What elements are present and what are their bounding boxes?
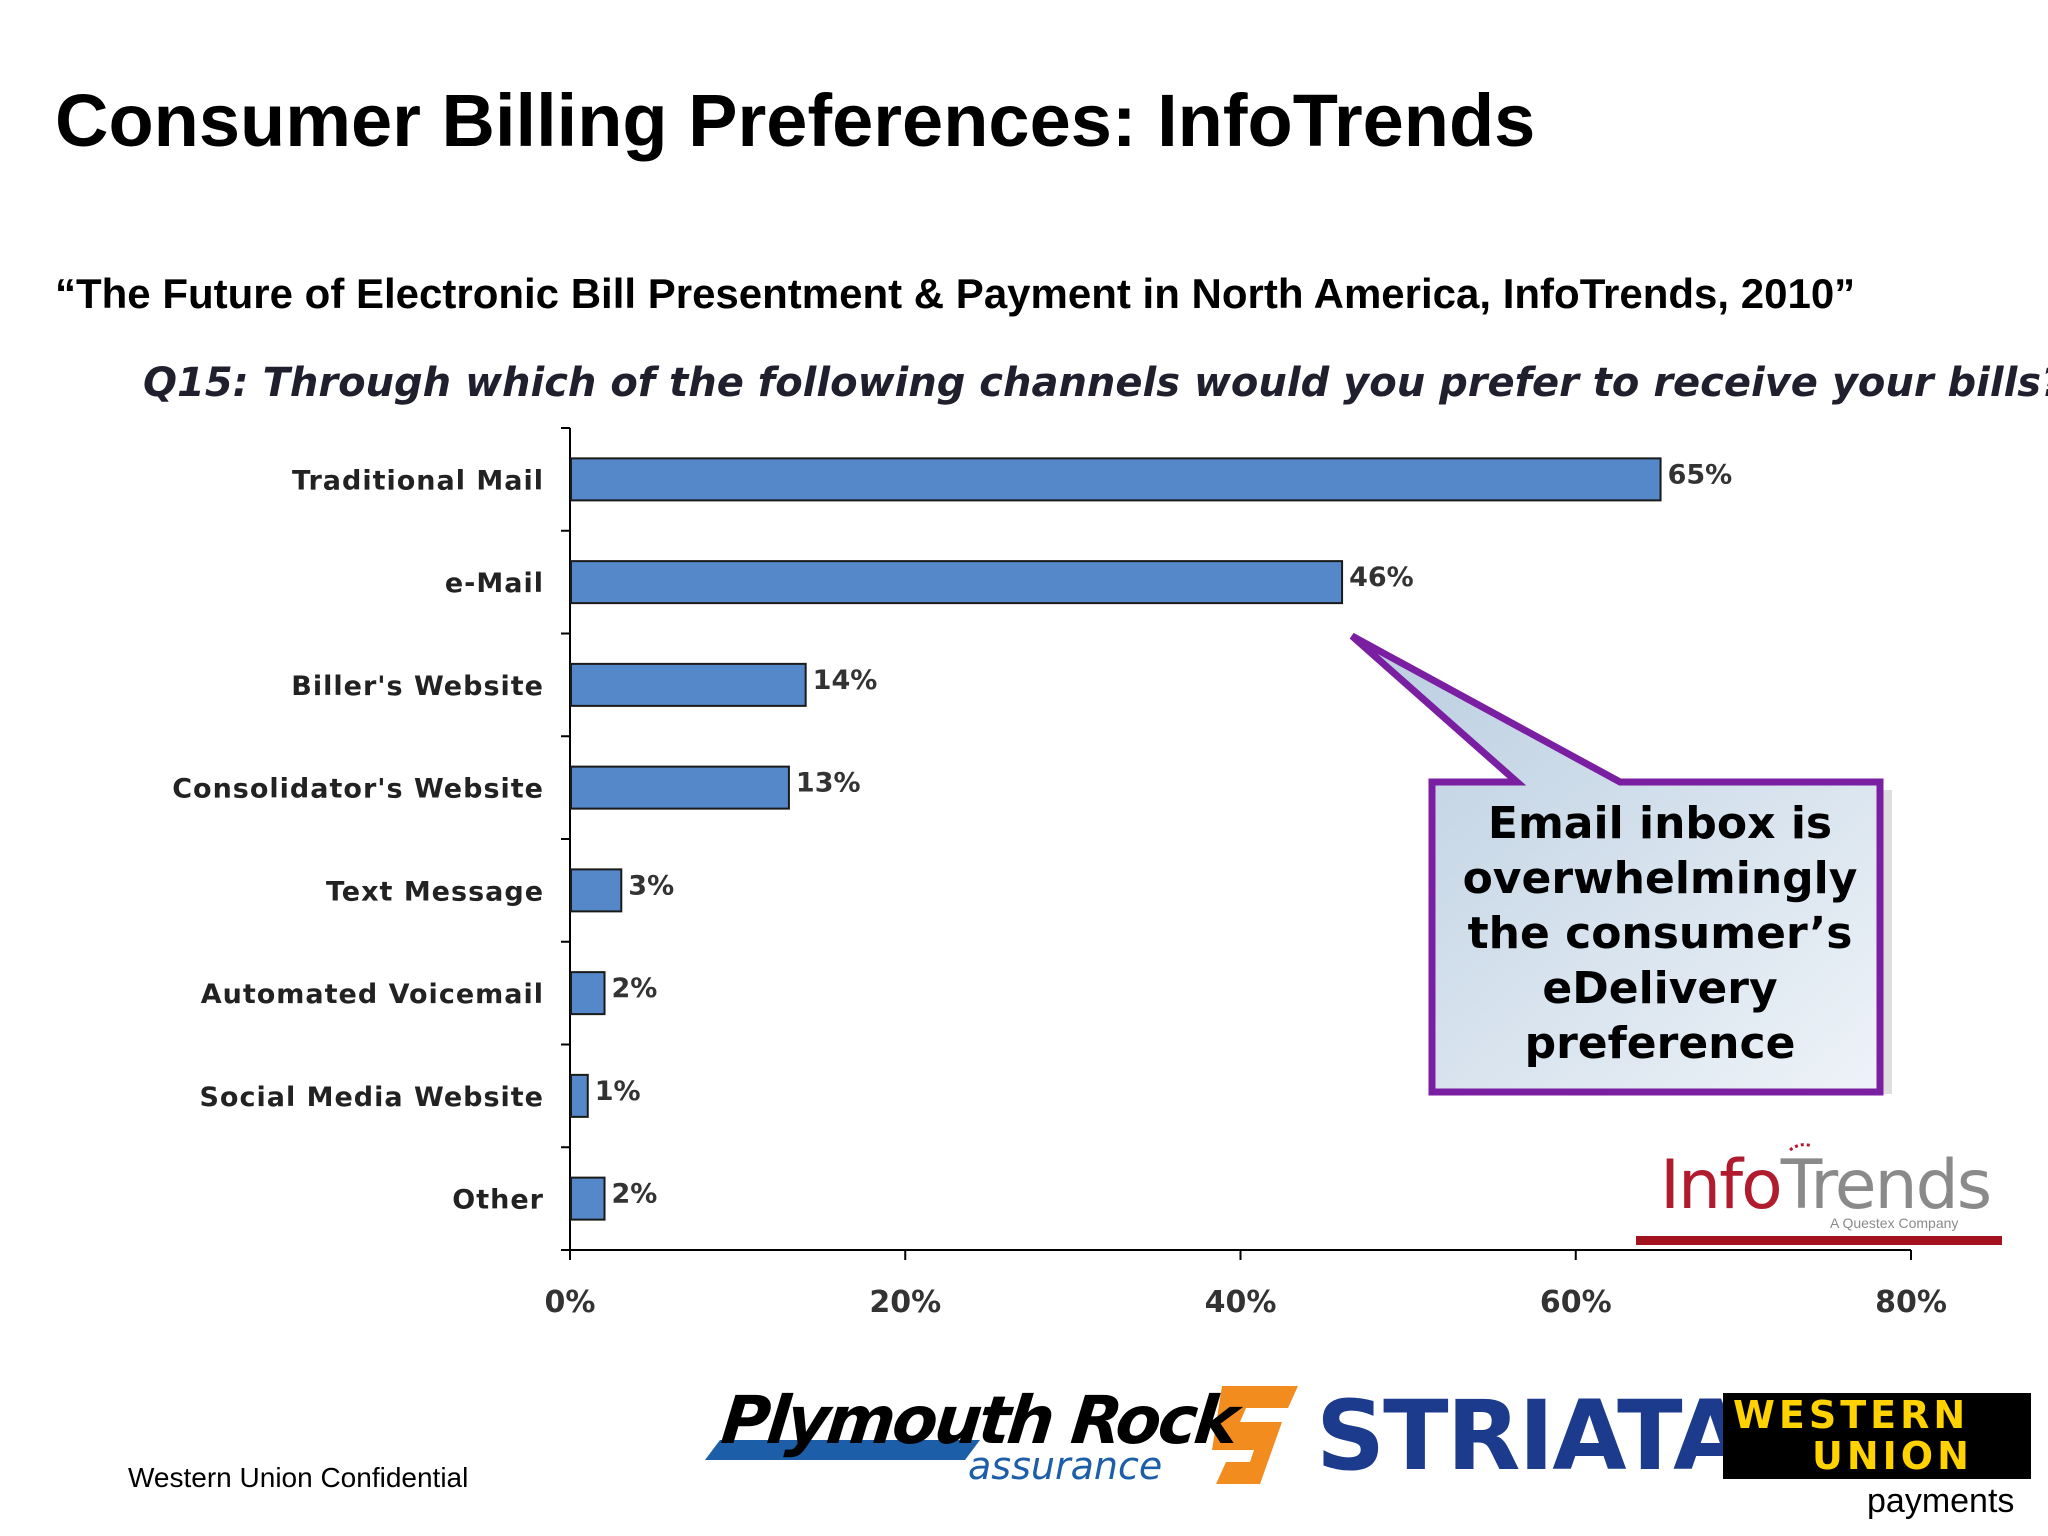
bar <box>570 662 807 707</box>
callout-line: eDelivery <box>1542 963 1778 1014</box>
x-tick-label: 60% <box>1540 1285 1612 1320</box>
bar <box>570 1073 589 1118</box>
category-label: Text Message <box>326 876 544 907</box>
western-union-sub: payments <box>1867 1482 2015 1520</box>
infotrends-logo-part1: Info <box>1660 1146 1783 1225</box>
callout-line: overwhelmingly <box>1462 853 1858 904</box>
data-label: 14% <box>813 665 878 696</box>
data-label: 3% <box>628 870 674 901</box>
plymouth-rock-sub: assurance <box>968 1444 1163 1488</box>
category-label: Other <box>452 1185 544 1216</box>
bar <box>570 1176 606 1221</box>
bar <box>570 971 606 1016</box>
chart-title: Q15: Through which of the following chan… <box>143 360 2048 406</box>
western-union-line1: WESTERN <box>1733 1393 1970 1437</box>
callout-box <box>1349 632 1884 1096</box>
data-label: 1% <box>595 1076 641 1107</box>
data-label: 13% <box>796 768 861 799</box>
callout <box>1349 632 1892 1096</box>
callout-line: the consumer’s <box>1467 908 1853 959</box>
bar <box>570 868 623 913</box>
slide-title: Consumer Billing Preferences: InfoTrends <box>55 79 1536 162</box>
x-tick-label: 0% <box>545 1285 596 1320</box>
striata-logo: STRIATA <box>1316 1380 1747 1492</box>
x-tick-label: 80% <box>1875 1285 1947 1320</box>
bar <box>570 457 1662 502</box>
x-tick-label: 40% <box>1205 1285 1277 1320</box>
category-label: e-Mail <box>445 568 544 599</box>
data-label: 65% <box>1668 459 1733 490</box>
data-label: 2% <box>612 1179 658 1210</box>
striata-icon <box>1212 1386 1298 1484</box>
x-tick-label: 20% <box>869 1285 941 1320</box>
category-label: Biller's Website <box>291 671 544 702</box>
data-label: 2% <box>612 973 658 1004</box>
callout-text: Email inbox is overwhelmingly the consum… <box>1440 796 1880 1071</box>
slide-subtitle: “The Future of Electronic Bill Presentme… <box>55 270 1856 317</box>
western-union-line2: UNION <box>1812 1434 1973 1478</box>
callout-line: preference <box>1524 1018 1796 1069</box>
infotrends-tagline: A Questex Company <box>1830 1215 1959 1231</box>
category-label: Consolidator's Website <box>172 774 544 805</box>
plymouth-rock-swoosh <box>705 1440 980 1460</box>
category-label: Automated Voicemail <box>201 979 544 1010</box>
footer-confidential: Western Union Confidential <box>128 1462 469 1493</box>
category-label: Social Media Website <box>199 1082 544 1113</box>
category-label: Traditional Mail <box>292 465 544 496</box>
infotrends-logo: InfoTrends <box>1660 1146 1993 1225</box>
infotrends-logo-part2: Trends <box>1780 1146 1993 1225</box>
western-union-logo <box>1723 1393 2031 1479</box>
infotrends-logo-graphic <box>1636 1143 2002 1245</box>
plymouth-rock-logo: Plymouth Rock assurance <box>718 1382 1240 1488</box>
callout-line: Email inbox is <box>1487 798 1833 849</box>
chart-labels: 0% 20% 40% 60% 80% Traditional Mail 65% e-Mail 4… <box>172 459 1947 1320</box>
bar <box>570 560 1344 605</box>
data-label: 46% <box>1349 562 1414 593</box>
bar <box>570 765 790 810</box>
chart-bars <box>570 457 1662 1221</box>
